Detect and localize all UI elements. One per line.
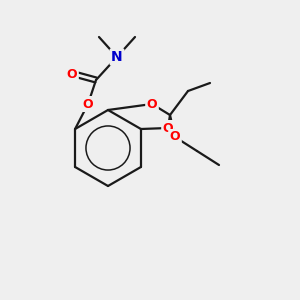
Text: N: N bbox=[111, 50, 123, 64]
Text: O: O bbox=[163, 122, 173, 134]
Text: O: O bbox=[83, 98, 93, 110]
Text: O: O bbox=[170, 130, 180, 143]
Text: O: O bbox=[147, 98, 157, 110]
Text: O: O bbox=[67, 68, 77, 80]
